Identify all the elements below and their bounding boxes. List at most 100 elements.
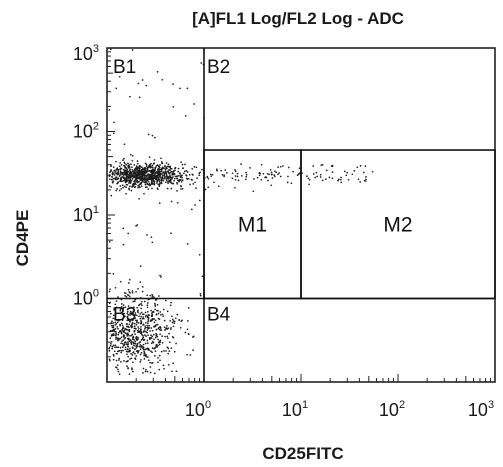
data-point	[151, 182, 154, 185]
data-point	[171, 336, 174, 338]
data-point	[129, 95, 131, 98]
data-point	[287, 175, 289, 178]
data-point	[198, 253, 201, 256]
data-point	[319, 176, 322, 178]
data-point	[108, 185, 111, 187]
data-point	[145, 331, 148, 333]
data-point	[133, 322, 136, 325]
data-point	[236, 175, 239, 178]
data-point	[130, 307, 133, 309]
data-point	[234, 170, 237, 173]
data-point	[128, 167, 131, 169]
data-point	[112, 353, 115, 356]
data-point	[133, 348, 136, 351]
data-point	[126, 343, 129, 346]
data-point	[129, 325, 132, 327]
data-point	[124, 328, 127, 330]
data-point	[143, 352, 146, 355]
data-point	[132, 361, 134, 364]
data-point	[122, 159, 124, 161]
data-point	[150, 334, 152, 336]
data-point	[153, 347, 156, 350]
data-point	[126, 315, 129, 318]
data-point	[127, 289, 130, 291]
data-point	[124, 306, 127, 309]
data-point	[139, 313, 142, 315]
data-point	[167, 347, 170, 350]
data-point	[117, 182, 119, 184]
data-point	[129, 182, 132, 184]
data-point	[145, 163, 148, 166]
data-point	[110, 343, 112, 345]
data-point	[153, 318, 155, 321]
data-point	[192, 174, 194, 176]
data-point	[245, 171, 247, 174]
data-point	[117, 177, 120, 180]
data-point	[346, 171, 349, 174]
data-point	[140, 166, 143, 168]
data-point	[108, 290, 111, 293]
data-point	[157, 357, 159, 359]
data-point	[129, 185, 131, 188]
data-point	[128, 318, 131, 321]
data-point	[122, 349, 124, 352]
data-point	[138, 341, 141, 344]
data-point	[343, 170, 346, 173]
data-point	[314, 176, 317, 179]
data-point	[156, 187, 159, 190]
data-point	[140, 332, 143, 334]
data-point	[298, 167, 301, 170]
data-point	[117, 331, 120, 334]
data-point	[353, 170, 356, 172]
data-point	[240, 163, 242, 165]
data-point	[186, 353, 188, 356]
data-point	[138, 96, 141, 99]
data-point	[151, 317, 154, 320]
data-point	[180, 180, 183, 183]
data-point	[144, 183, 147, 186]
data-point	[143, 192, 145, 195]
data-point	[147, 359, 150, 362]
data-point	[109, 178, 111, 181]
data-point	[183, 170, 186, 173]
data-point	[126, 293, 129, 296]
data-point	[133, 300, 136, 303]
data-point	[147, 314, 150, 316]
data-point	[177, 170, 180, 173]
data-point	[240, 175, 243, 177]
data-point	[126, 179, 129, 182]
data-point	[196, 177, 198, 179]
data-point	[158, 172, 160, 175]
data-point	[135, 181, 138, 183]
data-point	[123, 329, 126, 331]
data-point	[158, 341, 160, 344]
gate-m2	[300, 149, 496, 300]
data-point	[140, 326, 142, 328]
data-point	[113, 174, 116, 176]
data-point	[154, 350, 157, 353]
quadrant-label-b1: B1	[113, 57, 136, 78]
data-point	[135, 346, 138, 349]
data-point	[154, 304, 157, 306]
data-point	[148, 324, 150, 327]
data-point	[162, 174, 164, 177]
data-point	[165, 179, 168, 182]
data-point	[226, 172, 228, 174]
data-point	[120, 305, 123, 308]
data-point	[321, 163, 324, 166]
data-point	[159, 170, 161, 173]
data-point	[124, 341, 127, 343]
data-point	[151, 335, 154, 338]
data-point	[194, 181, 196, 184]
data-point	[152, 333, 155, 336]
data-point	[132, 300, 135, 303]
data-point	[108, 109, 111, 111]
data-point	[159, 274, 161, 277]
data-point	[128, 278, 131, 281]
data-point	[153, 321, 156, 324]
data-point	[160, 157, 162, 160]
data-point	[127, 282, 130, 284]
data-point	[142, 168, 145, 171]
data-point	[117, 171, 119, 174]
data-point	[129, 320, 131, 323]
